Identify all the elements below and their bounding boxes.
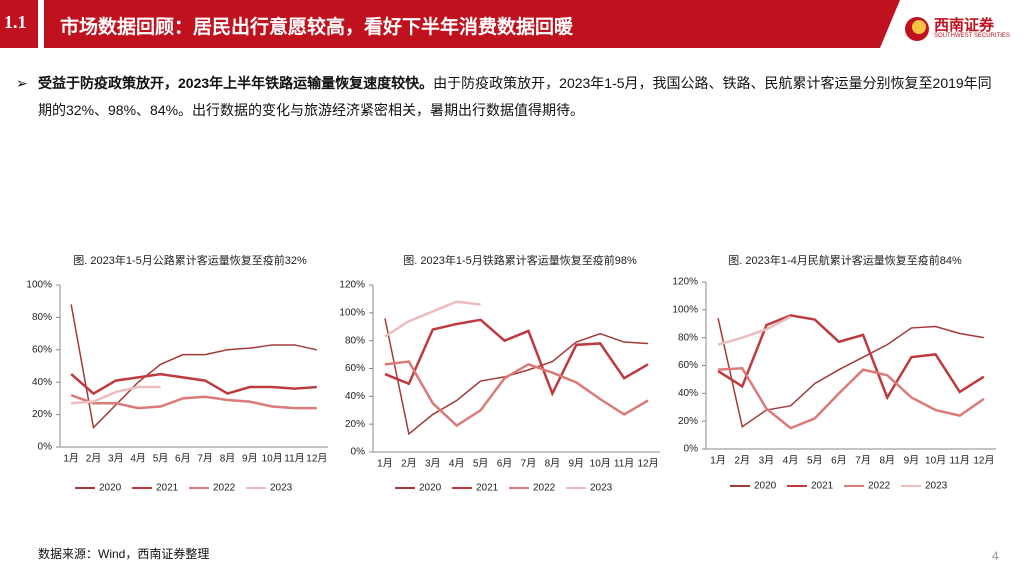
x-tick-label: 10月 [590, 458, 611, 470]
x-tick-label: 9月 [569, 458, 585, 470]
x-tick-label: 11月 [950, 455, 970, 467]
chart-title: 图. 2023年1-5月铁路累计客运量恢复至疫前98% [403, 253, 637, 267]
y-tick-label: 60% [32, 344, 52, 355]
x-tick-label: 1月 [377, 458, 393, 470]
slide-title: 市场数据回顾：居民出行意愿较高，看好下半年消费数据回暖 [60, 17, 574, 38]
x-tick-label: 12月 [973, 455, 994, 467]
legend-label: 2023 [925, 481, 948, 492]
y-tick-label: 0% [351, 447, 366, 458]
y-tick-label: 20% [345, 419, 365, 430]
y-tick-label: 0% [684, 444, 699, 455]
x-tick-label: 4月 [783, 455, 799, 467]
y-tick-label: 20% [32, 409, 52, 420]
x-tick-label: 6月 [831, 455, 847, 467]
legend-label: 2023 [590, 483, 613, 494]
x-tick-label: 3月 [108, 453, 124, 465]
bold-text: 受益于防疫政策放开，2023年上半年铁路运输量恢复速度较快。 [38, 75, 434, 91]
y-tick-label: 40% [345, 391, 365, 402]
x-tick-label: 7月 [855, 455, 871, 467]
x-tick-label: 5月 [807, 455, 823, 467]
x-tick-label: 11月 [284, 453, 304, 465]
header-bar [0, 0, 929, 48]
x-tick-label: 7月 [521, 458, 537, 470]
series-line [384, 300, 481, 338]
x-tick-label: 6月 [497, 458, 513, 470]
x-tick-label: 12月 [306, 453, 327, 465]
x-tick-label: 2月 [734, 455, 750, 467]
series-line [717, 314, 985, 401]
legend-label: 2022 [533, 483, 556, 494]
series-line [70, 393, 317, 410]
page-number: 4 [992, 549, 999, 563]
y-tick-label: 80% [678, 332, 698, 343]
source: 数据来源：Wind，西南证券整理 [38, 547, 210, 561]
y-tick-label: 0% [38, 442, 53, 453]
legend-label: 2020 [99, 483, 122, 494]
x-tick-label: 12月 [637, 458, 658, 470]
x-tick-label: 8月 [220, 453, 236, 465]
series-line [717, 315, 792, 346]
x-tick-label: 2月 [86, 453, 102, 465]
x-tick-label: 8月 [879, 455, 895, 467]
series-line [71, 385, 161, 405]
y-tick-label: 60% [345, 363, 365, 374]
y-tick-label: 60% [678, 360, 698, 371]
body-text: ➢ 受益于防疫政策放开，2023年上半年铁路运输量恢复速度较快。由于防疫政策放开，… [16, 75, 992, 118]
x-tick-label: 5月 [153, 453, 169, 465]
x-tick-label: 10月 [262, 453, 283, 465]
y-tick-label: 20% [678, 416, 698, 427]
logo-en: SOUTHWEST SECURITIES [934, 33, 1010, 39]
x-tick-label: 7月 [197, 453, 213, 465]
y-tick-label: 80% [32, 312, 52, 323]
series-line [384, 318, 649, 397]
text: 由于防疫政策放开，2023年1-5月，我国公路、铁路、民航累计客运量分别恢复至2… [38, 75, 992, 118]
legend-label: 2023 [270, 483, 293, 494]
series-line [70, 372, 317, 396]
x-tick-label: 1月 [710, 455, 726, 467]
y-tick-label: 40% [678, 388, 698, 399]
y-tick-label: 120% [339, 280, 365, 291]
x-tick-label: 4月 [449, 458, 465, 470]
legend-label: 2022 [213, 483, 236, 494]
y-tick-label: 80% [345, 335, 365, 346]
y-tick-label: 120% [672, 277, 698, 288]
x-tick-label: 6月 [175, 453, 191, 465]
x-tick-label: 8月 [545, 458, 561, 470]
y-tick-label: 100% [672, 304, 698, 315]
chart-title: 图. 2023年1-5月公路累计客运量恢复至疫前32% [73, 253, 307, 267]
x-tick-label: 5月 [473, 458, 489, 470]
series-line [718, 366, 985, 430]
x-tick-label: 2月 [401, 458, 417, 470]
legend-label: 2022 [868, 481, 891, 492]
x-tick-label: 9月 [904, 455, 920, 467]
legend-label: 2021 [476, 483, 499, 494]
chart-title: 图. 2023年1-4月民航累计客运量恢复至疫前84% [728, 253, 962, 267]
series-line [717, 318, 985, 428]
y-tick-label: 100% [26, 280, 52, 291]
section-number: 1.1 [4, 12, 27, 32]
series-line [384, 318, 649, 436]
series-line [70, 304, 317, 430]
legend-label: 2021 [811, 481, 834, 492]
legend-label: 2021 [156, 483, 179, 494]
x-tick-label: 9月 [242, 453, 258, 465]
logo-text: 西南证券 [934, 17, 995, 34]
legend-label: 2020 [419, 483, 442, 494]
x-tick-label: 4月 [130, 453, 146, 465]
y-tick-label: 100% [339, 307, 365, 318]
legend-label: 2020 [754, 481, 777, 492]
series-line [384, 360, 649, 428]
x-tick-label: 3月 [759, 455, 775, 467]
x-tick-label: 11月 [614, 458, 634, 470]
x-tick-label: 3月 [425, 458, 441, 470]
y-tick-label: 40% [32, 377, 52, 388]
x-tick-label: 10月 [925, 455, 946, 467]
x-tick-label: 1月 [63, 453, 79, 465]
